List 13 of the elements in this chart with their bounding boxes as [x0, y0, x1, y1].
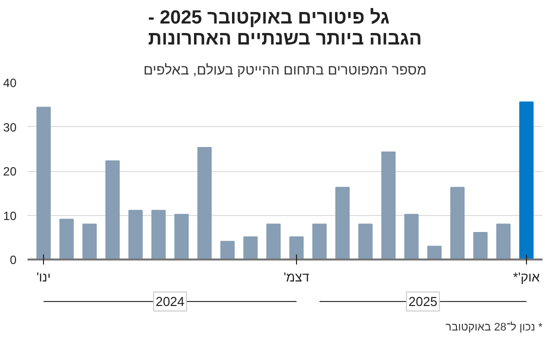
- x-tick-label: דצמ': [284, 270, 310, 284]
- x-tick-label: אוק'*: [513, 270, 540, 284]
- chart-title: גל פיטורים באוקטובר 2025 - הגבוה ביותר בשנתיים האחרונות: [148, 8, 422, 50]
- text: 2025: [408, 294, 438, 309]
- y-tick-label: 20: [3, 164, 17, 178]
- x-tick-label: ינו': [36, 270, 51, 284]
- y-tick-label: 40: [3, 76, 17, 90]
- text: * נכון ל־28 באוקטובר: [446, 322, 544, 334]
- y-tick-label: 0: [10, 253, 17, 267]
- chart-subtitle: מספר המפוטרים בתחום ההייטק בעולם, באלפים: [144, 62, 426, 78]
- y-tick-label: 10: [3, 208, 17, 223]
- y-tick-label: 30: [3, 120, 17, 134]
- text: 2024: [156, 294, 185, 309]
